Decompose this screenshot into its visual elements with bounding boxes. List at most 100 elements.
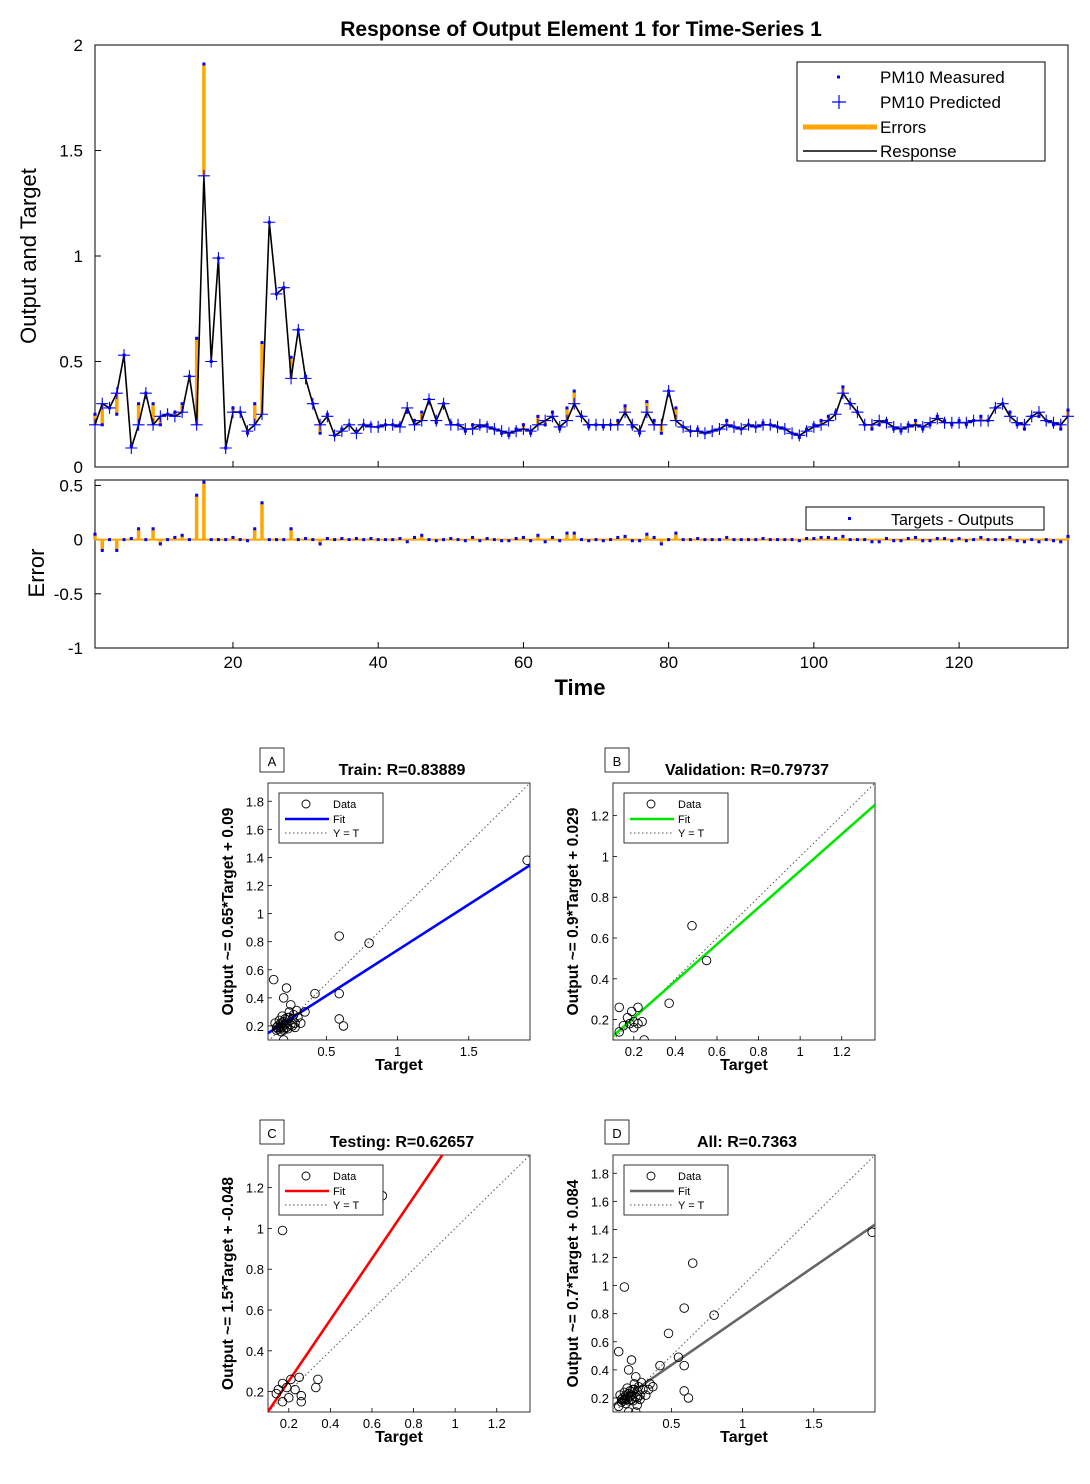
train-ideal-line — [268, 783, 530, 1040]
error-point — [877, 540, 881, 544]
validation-y-tick-label: 0.4 — [591, 972, 609, 987]
measured-point — [776, 425, 780, 429]
error-point — [1037, 540, 1041, 544]
measured-point — [529, 431, 533, 435]
all-data-point — [632, 1393, 642, 1403]
validation-legend-label: Y = T — [678, 828, 704, 840]
error-point — [180, 533, 184, 537]
measured-point — [1008, 410, 1012, 414]
measured-point — [565, 406, 569, 410]
all-data-point — [623, 1365, 634, 1375]
measured-point — [812, 423, 816, 427]
validation-y-tick-label: 1.2 — [591, 809, 609, 824]
error-point — [979, 535, 983, 539]
all-data-point — [613, 1346, 624, 1357]
predicted-point — [154, 410, 167, 423]
train-y-tick-label: 0.8 — [246, 935, 264, 950]
error-point — [158, 542, 162, 546]
all-fit-line — [613, 1223, 875, 1407]
measured-point — [507, 433, 511, 437]
validation-fit-line — [613, 803, 875, 1038]
measured-point — [848, 402, 852, 406]
error-point — [681, 538, 685, 542]
testing-legend-label: Data — [333, 1171, 357, 1183]
all-data-point — [632, 1400, 642, 1410]
measured-point — [594, 423, 598, 427]
error-point — [325, 537, 329, 541]
error-point — [405, 540, 409, 544]
validation-chart: B Validation: R=0.79737 Target Output ~= 0.… — [565, 747, 876, 1074]
predicted-point — [473, 418, 486, 431]
testing-y-tick-label: 0.4 — [246, 1344, 264, 1359]
error-point — [609, 538, 613, 542]
response-y-tick-label: 1 — [74, 247, 83, 266]
error-point — [434, 539, 438, 543]
error-point — [1030, 538, 1034, 542]
measured-point — [340, 427, 344, 431]
measured-point — [572, 389, 576, 393]
testing-x-tick-label: 1 — [452, 1416, 459, 1431]
error-point — [275, 538, 279, 542]
error-point — [550, 535, 554, 539]
predicted-point — [1062, 410, 1074, 423]
measured-point — [434, 421, 438, 425]
all-chart: D All: R=0.7363 Target Output ~= 0.7*Target… — [565, 1119, 876, 1446]
error-point — [863, 538, 867, 542]
train-y-tick-label: 1.8 — [246, 794, 264, 809]
testing-ideal-line — [268, 1155, 530, 1412]
all-x-label: Target — [720, 1429, 768, 1446]
response-legend-label: PM10 Measured — [880, 68, 1005, 87]
error-point — [267, 538, 271, 542]
validation-x-tick-label: 0.4 — [666, 1044, 684, 1059]
testing-x-tick-label: 0.2 — [280, 1416, 298, 1431]
predicted-point — [481, 420, 494, 433]
measured-point — [703, 431, 707, 435]
testing-legend-label: Fit — [333, 1186, 345, 1198]
all-data-point — [616, 1394, 627, 1405]
predicted-point — [335, 425, 348, 438]
testing-data-point — [277, 1225, 288, 1236]
all-ideal-line — [613, 1155, 875, 1412]
measured-point — [609, 423, 613, 427]
measured-point — [855, 410, 859, 414]
all-data-point — [683, 1393, 694, 1403]
train-y-tick-label: 0.6 — [246, 963, 264, 978]
measured-point — [790, 431, 794, 435]
response-legend: PM10 Measured PM10 Predicted Errors Respons… — [796, 61, 1046, 162]
error-point — [870, 540, 874, 544]
all-data-point — [613, 1401, 624, 1412]
error-point — [834, 537, 838, 541]
error-point — [224, 538, 228, 542]
all-data-point — [633, 1381, 644, 1392]
all-legend-label: Data — [678, 1171, 702, 1183]
train-legend-data-swatch — [301, 799, 311, 809]
measured-point — [318, 431, 322, 435]
train-data-point — [274, 1022, 285, 1033]
all-y-tick-label: 0.6 — [591, 1335, 609, 1350]
error-point — [754, 538, 758, 542]
error-point — [340, 537, 344, 541]
error-point — [137, 527, 141, 531]
train-legend-label: Fit — [333, 814, 345, 826]
predicted-point — [415, 414, 428, 427]
validation-tag-box — [604, 747, 630, 773]
validation-data-point — [639, 1035, 649, 1040]
error-point — [529, 539, 533, 543]
measured-point — [369, 423, 373, 427]
error-legend-label: Targets - Outputs — [891, 512, 1014, 529]
measured-point — [725, 419, 729, 423]
train-x-tick-label: 1.5 — [460, 1044, 478, 1059]
predicted-point — [147, 418, 160, 431]
predicted-point — [524, 425, 537, 438]
measured-point — [376, 425, 380, 429]
measured-point — [877, 423, 881, 427]
train-x-tick-label: 1 — [394, 1044, 401, 1059]
error-point — [812, 537, 816, 541]
error-point — [187, 538, 191, 542]
error-point — [855, 538, 859, 542]
measured-point — [275, 292, 279, 296]
validation-data-point — [664, 998, 674, 1009]
predicted-point — [1011, 416, 1024, 429]
error-point — [333, 538, 337, 542]
train-tag-box — [259, 747, 285, 773]
